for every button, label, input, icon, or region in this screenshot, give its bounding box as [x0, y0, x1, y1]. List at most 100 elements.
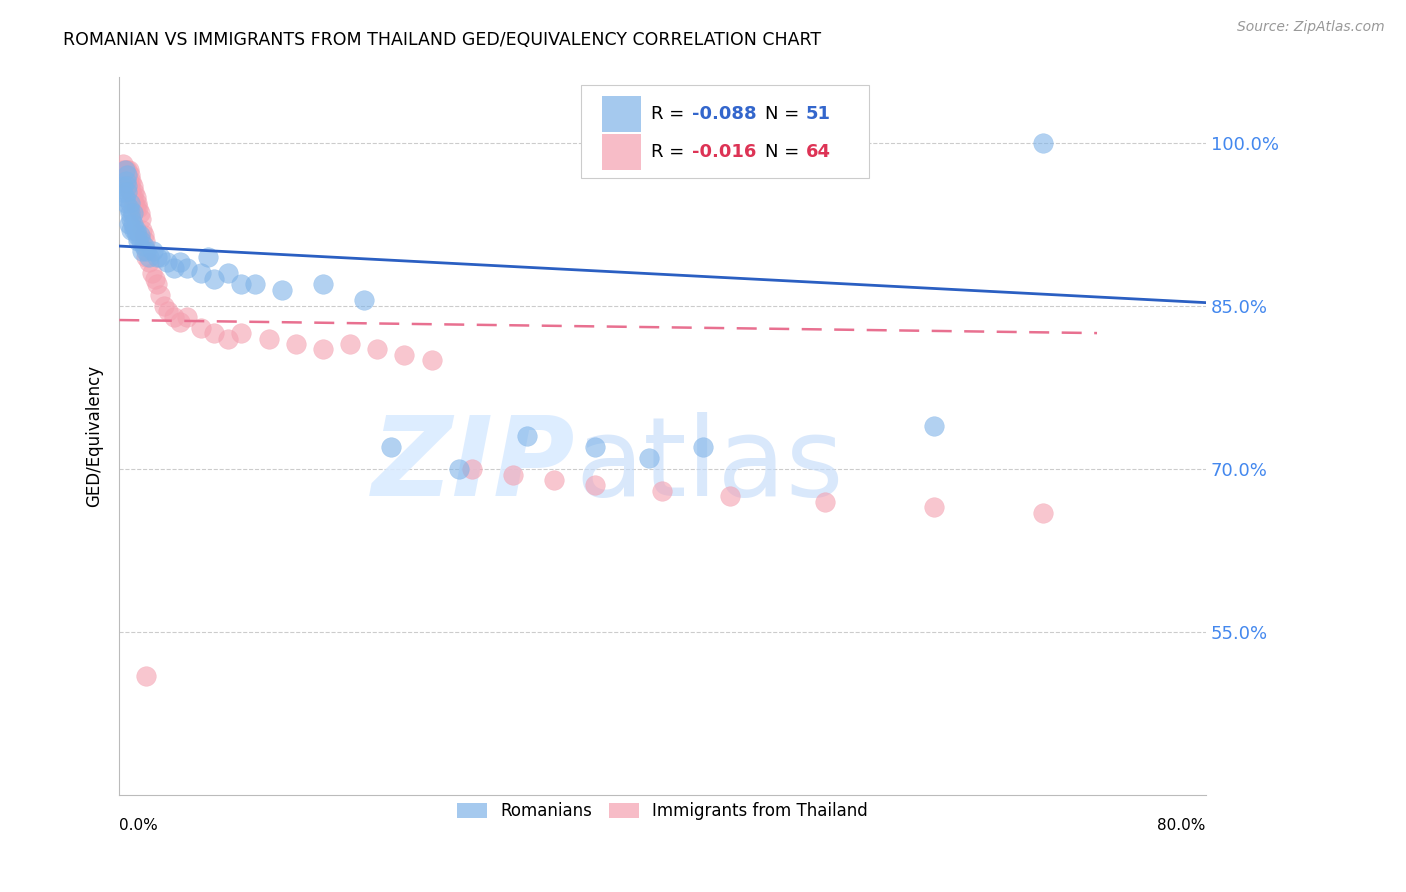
- Point: [135, 250, 157, 264]
- Point: [176, 310, 198, 324]
- Point: [138, 250, 160, 264]
- Point: [176, 260, 198, 275]
- Point: [112, 157, 135, 171]
- FancyBboxPatch shape: [602, 95, 641, 132]
- Point: [118, 179, 141, 194]
- Point: [339, 337, 361, 351]
- FancyBboxPatch shape: [581, 85, 869, 178]
- Point: [112, 179, 135, 194]
- Point: [583, 440, 606, 454]
- Point: [118, 217, 141, 231]
- Point: [128, 206, 150, 220]
- Point: [217, 266, 239, 280]
- Point: [217, 332, 239, 346]
- Point: [117, 169, 139, 183]
- Point: [162, 260, 184, 275]
- Point: [111, 162, 134, 177]
- Point: [124, 201, 146, 215]
- Point: [120, 179, 142, 194]
- Point: [543, 473, 565, 487]
- Point: [231, 326, 253, 340]
- Point: [380, 440, 402, 454]
- Point: [121, 223, 143, 237]
- Point: [120, 185, 142, 199]
- Point: [651, 483, 673, 498]
- Point: [312, 277, 335, 292]
- Point: [353, 293, 375, 308]
- Point: [121, 211, 143, 226]
- Point: [135, 244, 157, 259]
- Point: [692, 440, 714, 454]
- Point: [114, 162, 136, 177]
- Text: R =: R =: [651, 143, 689, 161]
- Point: [814, 494, 837, 508]
- Point: [146, 250, 169, 264]
- Point: [111, 185, 134, 199]
- Point: [122, 195, 145, 210]
- Point: [120, 169, 142, 183]
- Point: [118, 201, 141, 215]
- Point: [118, 162, 141, 177]
- Point: [190, 266, 212, 280]
- Text: atlas: atlas: [575, 411, 844, 518]
- Point: [117, 162, 139, 177]
- Point: [128, 228, 150, 243]
- Point: [120, 206, 142, 220]
- Point: [243, 277, 266, 292]
- Point: [461, 462, 484, 476]
- Point: [129, 234, 152, 248]
- Point: [197, 250, 219, 264]
- Text: 64: 64: [806, 143, 831, 161]
- Text: 80.0%: 80.0%: [1157, 818, 1206, 833]
- Point: [271, 283, 294, 297]
- Point: [1032, 136, 1054, 150]
- Point: [583, 478, 606, 492]
- Point: [131, 244, 153, 259]
- Point: [125, 195, 148, 210]
- FancyBboxPatch shape: [602, 134, 641, 170]
- Point: [231, 277, 253, 292]
- Point: [117, 169, 139, 183]
- Point: [114, 162, 136, 177]
- Text: -0.016: -0.016: [692, 143, 756, 161]
- Point: [420, 353, 443, 368]
- Point: [121, 185, 143, 199]
- Point: [121, 174, 143, 188]
- Point: [502, 467, 524, 482]
- Point: [121, 217, 143, 231]
- Point: [138, 255, 160, 269]
- Point: [120, 195, 142, 210]
- Point: [162, 310, 184, 324]
- Point: [169, 255, 191, 269]
- Point: [284, 337, 307, 351]
- Text: N =: N =: [765, 143, 804, 161]
- Point: [117, 174, 139, 188]
- Point: [142, 244, 165, 259]
- Point: [131, 223, 153, 237]
- Point: [132, 228, 155, 243]
- Point: [114, 174, 136, 188]
- Point: [122, 223, 145, 237]
- Point: [117, 185, 139, 199]
- Point: [115, 169, 138, 183]
- Point: [202, 326, 225, 340]
- Text: ZIP: ZIP: [373, 411, 575, 518]
- Point: [127, 201, 149, 215]
- Point: [124, 190, 146, 204]
- Point: [129, 211, 152, 226]
- Point: [394, 348, 416, 362]
- Point: [115, 162, 138, 177]
- Point: [922, 418, 945, 433]
- Point: [115, 195, 138, 210]
- Point: [190, 320, 212, 334]
- Point: [114, 190, 136, 204]
- Point: [121, 206, 143, 220]
- Point: [141, 266, 163, 280]
- Point: [202, 271, 225, 285]
- Text: 0.0%: 0.0%: [120, 818, 157, 833]
- Point: [112, 169, 135, 183]
- Text: ROMANIAN VS IMMIGRANTS FROM THAILAND GED/EQUIVALENCY CORRELATION CHART: ROMANIAN VS IMMIGRANTS FROM THAILAND GED…: [63, 31, 821, 49]
- Point: [122, 185, 145, 199]
- Text: -0.088: -0.088: [692, 105, 756, 123]
- Point: [125, 228, 148, 243]
